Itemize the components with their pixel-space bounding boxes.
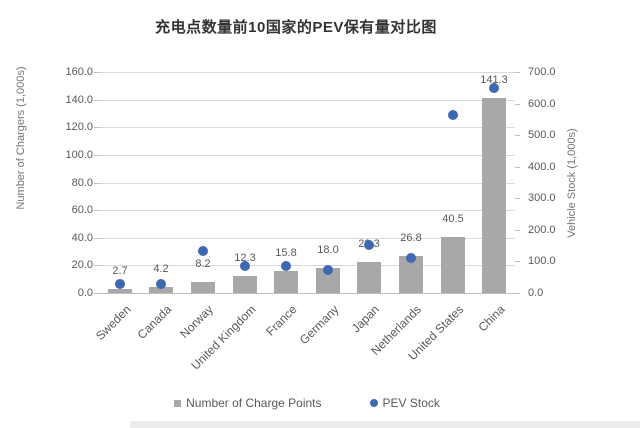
pev-stock-point-france [281,261,291,271]
left-axis-tick [94,100,99,101]
bar-united-states [441,237,465,293]
legend-item-charge-points: Number of Charge Points [174,396,322,410]
chart-title: 充电点数量前10国家的PEV保有量对比图 [155,19,437,36]
bar-value-label: 141.3 [480,74,508,86]
left-axis-tick [94,265,99,266]
gridline [99,72,515,73]
right-axis-tick [515,167,520,168]
bar-value-label: 2.7 [112,265,128,277]
pev-stock-point-canada [156,279,166,289]
x-axis-label-canada: Canada [134,302,175,342]
left-axis-tick-label: 80.0 [71,177,93,189]
x-axis-label-japan: Japan [349,302,383,336]
pev-stock-point-norway [198,246,208,256]
left-axis-tick-label: 160.0 [65,66,93,78]
gridline [99,210,515,211]
left-axis-tick-label: 20.0 [71,259,93,271]
legend-label-pev-stock: PEV Stock [382,396,440,410]
right-axis-tick [515,72,520,73]
left-axis-tick-label: 0.0 [77,287,93,299]
bar-value-label: 8.2 [195,258,211,270]
left-axis-tick [94,155,99,156]
bar-norway [191,282,215,293]
bar-france [274,271,298,293]
bar-value-label: 4.2 [153,263,169,275]
right-axis-tick-label: 400.0 [528,161,556,173]
right-axis-tick [515,230,520,231]
gridline [99,183,515,184]
bar-value-label: 18.0 [317,244,339,256]
x-axis-label-france: France [262,302,300,339]
left-axis-tick-label: 60.0 [71,204,93,216]
scatter-series-swatch-icon [369,399,378,407]
right-axis-tick [515,135,520,136]
bar-value-label: 12.3 [234,252,256,264]
gridline [99,155,515,156]
left-axis-tick [94,72,99,73]
x-axis-label-germany: Germany [296,302,342,348]
right-axis-tick-label: 100.0 [528,255,556,267]
legend-item-pev-stock: PEV Stock [369,396,440,410]
left-axis-tick-label: 120.0 [65,121,93,133]
bar-sweden [108,289,132,293]
watermark-strip [130,421,640,428]
gridline [99,238,515,239]
left-axis-tick-label: 140.0 [65,94,93,106]
left-axis-tick [94,238,99,239]
left-axis-tick [94,183,99,184]
right-axis-tick-label: 300.0 [528,192,556,204]
left-axis-tick [94,127,99,128]
right-axis-tick [515,261,520,262]
left-axis-tick [94,293,99,294]
left-axis-title: Number of Chargers (1,000s) [15,66,27,210]
right-axis-tick [515,293,520,294]
bar-value-label: 26.8 [400,232,422,244]
legend-label-charge-points: Number of Charge Points [186,396,322,410]
x-axis-label-sweden: Sweden [92,302,134,343]
gridline [99,265,515,266]
x-axis-line [99,293,515,294]
pev-stock-point-germany [323,265,333,275]
left-axis-tick [94,210,99,211]
bar-canada [149,287,173,293]
right-axis-tick-label: 200.0 [528,224,556,236]
left-axis-tick-label: 40.0 [71,232,93,244]
right-axis-tick [515,198,520,199]
right-axis-tick-label: 600.0 [528,98,556,110]
pev-stock-point-sweden [115,279,125,289]
right-axis-title: Vehicle Stock (1,000s) [566,128,578,238]
gridline [99,100,515,101]
left-axis-tick-label: 100.0 [65,149,93,161]
right-axis-tick-label: 0.0 [528,287,544,299]
pev-stock-point-united-states [448,110,458,120]
pev-stock-point-japan [364,240,374,250]
right-axis-tick [515,104,520,105]
bar-value-label: 40.5 [442,213,464,225]
pev-stock-point-china [489,83,499,93]
bar-japan [357,262,381,293]
bar-series-swatch-icon [174,399,182,407]
pev-stock-point-netherlands [406,253,416,263]
gridline [99,127,515,128]
pev-stock-point-united-kingdom [240,261,250,271]
bar-united-kingdom [233,276,257,293]
right-axis-tick-label: 700.0 [528,66,556,78]
x-axis-label-china: China [475,302,508,335]
bar-value-label: 15.8 [275,247,297,259]
right-axis-tick-label: 500.0 [528,129,556,141]
x-axis-label-norway: Norway [177,302,217,341]
legend: Number of Charge Points PEV Stock [99,396,515,410]
bar-china [482,98,506,293]
